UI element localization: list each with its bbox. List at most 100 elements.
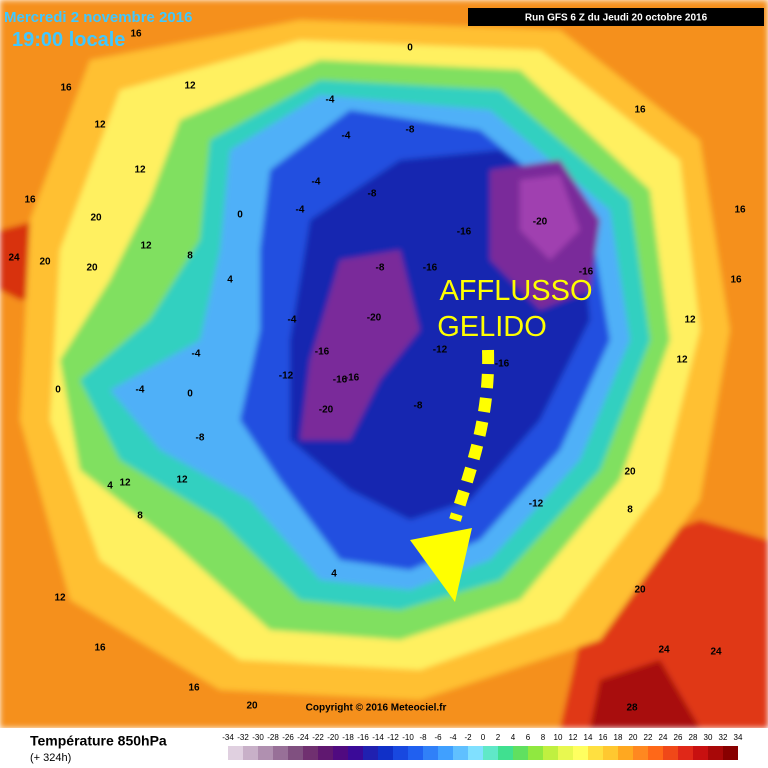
legend-swatch bbox=[663, 746, 678, 760]
contour-label: -4 bbox=[312, 177, 321, 188]
legend-swatch bbox=[723, 746, 738, 760]
legend-tick-label: -20 bbox=[327, 733, 339, 742]
legend-swatch bbox=[678, 746, 693, 760]
run-info: Run GFS 6 Z du Jeudi 20 octobre 2016 bbox=[525, 13, 708, 24]
legend-tick-label: 2 bbox=[496, 733, 501, 742]
contour-label: 16 bbox=[130, 29, 142, 40]
map-labels: 16 16 12 12 16 12 20 20 24 20 12 8 4 0 -4 -4 -8 -8 -8 -4 -16… bbox=[8, 29, 746, 714]
legend-swatch bbox=[378, 746, 393, 760]
legend-tick-label: 24 bbox=[659, 733, 668, 742]
contour-label: 16 bbox=[734, 205, 746, 216]
legend-tick-label: -2 bbox=[464, 733, 472, 742]
legend-tick-label: -10 bbox=[402, 733, 414, 742]
legend-swatch bbox=[603, 746, 618, 760]
contour-label: -4 bbox=[342, 131, 351, 142]
legend-tick-label: 14 bbox=[584, 733, 593, 742]
legend-tick-label: -8 bbox=[419, 733, 427, 742]
contour-label: 4 bbox=[227, 275, 233, 286]
legend-swatch bbox=[438, 746, 453, 760]
contour-label: 28 bbox=[626, 703, 638, 714]
legend-tick-label: 22 bbox=[644, 733, 653, 742]
legend-swatch bbox=[498, 746, 513, 760]
contour-label: -4 bbox=[296, 205, 305, 216]
contour-label: 16 bbox=[24, 195, 36, 206]
contour-label: 20 bbox=[90, 213, 102, 224]
legend-tick-label: 20 bbox=[629, 733, 638, 742]
legend-tick-label: 16 bbox=[599, 733, 608, 742]
contour-label: -8 bbox=[376, 263, 385, 274]
contour-label: 16 bbox=[730, 275, 742, 286]
legend-swatch bbox=[348, 746, 363, 760]
contour-label: 12 bbox=[176, 475, 188, 486]
legend-swatch bbox=[468, 746, 483, 760]
legend-swatch bbox=[618, 746, 633, 760]
legend-tick-label: 30 bbox=[704, 733, 713, 742]
legend-swatch bbox=[633, 746, 648, 760]
contour-label: 12 bbox=[54, 593, 66, 604]
legend-swatch bbox=[708, 746, 723, 760]
contour-label: -16 bbox=[345, 373, 360, 384]
legend-tick-label: -16 bbox=[357, 733, 369, 742]
contour-label: -4 bbox=[192, 349, 201, 360]
legend-tick-label: 12 bbox=[569, 733, 578, 742]
legend-tick-label: -32 bbox=[237, 733, 249, 742]
legend-swatch bbox=[303, 746, 318, 760]
contour-label: -20 bbox=[533, 217, 548, 228]
legend-swatch bbox=[693, 746, 708, 760]
legend-tick-label: -30 bbox=[252, 733, 264, 742]
legend-swatch bbox=[258, 746, 273, 760]
legend-tick-label: -34 bbox=[222, 733, 234, 742]
contour-label: -12 bbox=[433, 345, 448, 356]
contour-label: -4 bbox=[136, 385, 145, 396]
legend-swatch bbox=[408, 746, 423, 760]
legend-swatch bbox=[558, 746, 573, 760]
legend-swatch bbox=[483, 746, 498, 760]
contour-label: 20 bbox=[86, 263, 98, 274]
header-date: Mercredi 2 novembre 2016 bbox=[4, 9, 192, 26]
legend-tick-label: -12 bbox=[387, 733, 399, 742]
legend-swatch bbox=[393, 746, 408, 760]
legend-swatch bbox=[318, 746, 333, 760]
contour-label: -4 bbox=[288, 315, 297, 326]
contour-label: 20 bbox=[634, 585, 646, 596]
contour-label: -16 bbox=[423, 263, 438, 274]
legend-tick-label: 26 bbox=[674, 733, 683, 742]
legend-swatch bbox=[513, 746, 528, 760]
contour-label: 0 bbox=[55, 385, 61, 396]
legend: -34 -32 -30 -28 -26 -24 -22 -20 -18 -16 -14 -12 -10-… bbox=[222, 733, 743, 760]
contour-label: 0 bbox=[407, 43, 413, 54]
contour-label: -16 bbox=[579, 267, 594, 278]
contour-label: 12 bbox=[140, 241, 152, 252]
header-time: 19:00 locale bbox=[12, 29, 125, 51]
contour-label: 12 bbox=[119, 478, 131, 489]
legend-tick-label: 34 bbox=[734, 733, 743, 742]
legend-tick-label: 28 bbox=[689, 733, 698, 742]
contour-label: -8 bbox=[368, 189, 377, 200]
contour-label: 12 bbox=[676, 355, 688, 366]
legend-swatch bbox=[423, 746, 438, 760]
contour-label: 4 bbox=[331, 569, 337, 580]
legend-swatch bbox=[228, 746, 243, 760]
contour-label: 20 bbox=[39, 257, 51, 268]
contour-label: 12 bbox=[184, 81, 196, 92]
contour-label: 0 bbox=[187, 389, 193, 400]
contour-label: -8 bbox=[196, 433, 205, 444]
legend-swatch bbox=[453, 746, 468, 760]
contour-label: 8 bbox=[137, 511, 143, 522]
legend-tick-label: -6 bbox=[434, 733, 442, 742]
contour-label: 24 bbox=[658, 645, 670, 656]
legend-tick-label: 32 bbox=[719, 733, 728, 742]
legend-swatch bbox=[543, 746, 558, 760]
contour-label: 16 bbox=[634, 105, 646, 116]
legend-tick-label: 10 bbox=[554, 733, 563, 742]
legend-tick-label: 8 bbox=[541, 733, 546, 742]
legend-swatch bbox=[363, 746, 378, 760]
annotation-line: GELIDO bbox=[437, 311, 547, 343]
contour-label: -16 bbox=[457, 227, 472, 238]
contour-label: 12 bbox=[134, 165, 146, 176]
legend-tick-label: 0 bbox=[481, 733, 486, 742]
legend-tick-label: -14 bbox=[372, 733, 384, 742]
legend-tick-label: -26 bbox=[282, 733, 294, 742]
legend-swatch bbox=[648, 746, 663, 760]
contour-label: 0 bbox=[237, 210, 243, 221]
